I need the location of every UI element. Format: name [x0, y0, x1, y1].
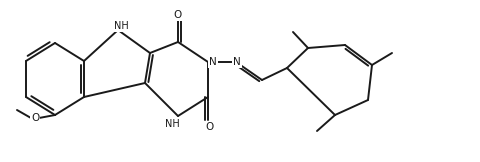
Text: NH: NH: [165, 119, 180, 129]
Text: NH: NH: [114, 21, 128, 31]
Text: O: O: [206, 122, 214, 132]
Text: N: N: [233, 57, 241, 67]
Text: O: O: [174, 10, 182, 20]
Text: O: O: [31, 113, 39, 123]
Text: N: N: [209, 57, 217, 67]
